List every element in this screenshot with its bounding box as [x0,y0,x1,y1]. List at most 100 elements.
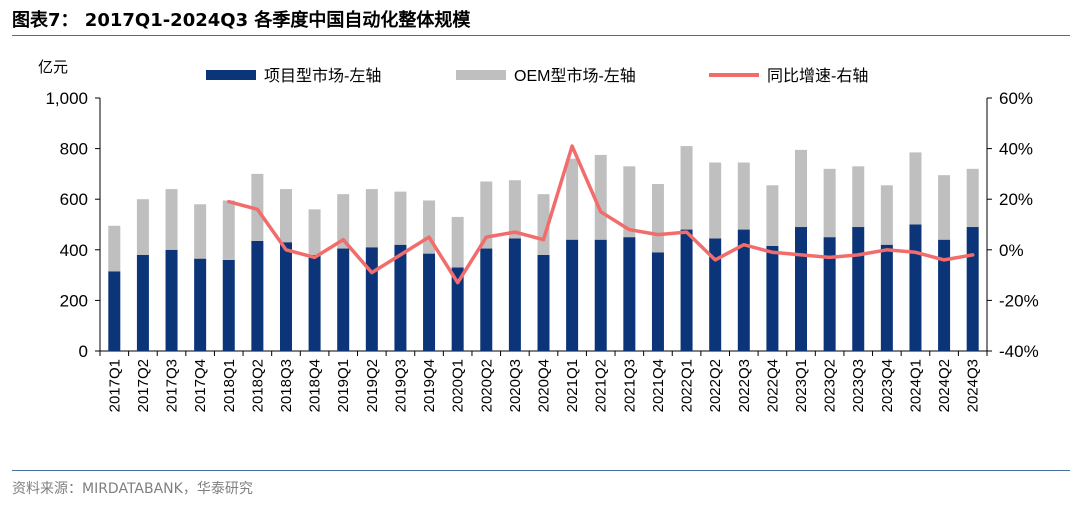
bar-oem-market [308,209,321,255]
bar-oem-market [823,168,836,238]
x-axis-tick-label: 2022Q4 [764,359,781,412]
bar-oem-market [222,200,235,260]
legend-swatch-project [206,70,256,80]
bar-oem-market [108,225,121,272]
bar-oem-market [365,189,378,248]
x-axis-tick-label: 2020Q4 [536,359,553,412]
x-axis-tick-label: 2023Q2 [822,359,839,412]
bar-project-market [365,247,378,351]
bar-oem-market [337,194,350,249]
x-axis-tick-label: 2017Q4 [192,359,209,412]
bar-oem-market [909,152,922,225]
bar-project-market [337,248,350,351]
x-axis-tick-label: 2018Q4 [307,359,324,412]
legend-swatch-oem [456,70,506,80]
bar-project-market [795,227,808,351]
x-axis-tick-label: 2022Q2 [707,359,724,412]
bar-project-market [194,258,207,351]
x-axis-tick-label: 2023Q3 [850,359,867,412]
source-divider [12,470,1070,471]
x-axis-tick-label: 2018Q1 [221,359,238,412]
bar-project-market [394,244,407,351]
left-axis-tick-label: 200 [60,291,88,310]
bar-project-market [480,248,493,351]
bar-oem-market [880,185,893,245]
left-axis-unit: 亿元 [38,59,68,76]
x-axis-tick-label: 2024Q3 [965,359,982,412]
x-axis-tick-label: 2017Q2 [135,359,152,412]
x-axis-tick-label: 2019Q2 [364,359,381,412]
legend-label-yoy: 同比增速-右轴 [767,67,868,85]
bar-project-market [909,224,922,351]
right-axis-tick-label: 20% [999,190,1033,209]
bar-oem-market [394,191,407,245]
x-axis-tick-label: 2023Q4 [879,359,896,412]
left-axis-tick-label: 400 [60,241,88,260]
bar-oem-market [623,166,636,238]
x-axis-tick-label: 2021Q4 [650,359,667,412]
bar-project-market [852,227,865,351]
bar-oem-market [966,168,979,228]
x-axis-tick-label: 2022Q1 [679,359,696,412]
bar-oem-market [594,154,607,240]
right-axis-tick-label: -20% [999,291,1039,310]
bar-oem-market [651,184,664,253]
figure-title: 图表7： 2017Q1-2024Q3 各季度中国自动化整体规模 [12,10,471,31]
bar-project-market [423,253,436,351]
bar-project-market [623,237,636,351]
bar-project-market [165,249,178,351]
left-axis-tick-label: 800 [60,140,88,159]
source-note: 资料来源：MIRDATABANK，华泰研究 [12,481,253,497]
x-axis-tick-label: 2019Q1 [335,359,352,412]
bar-oem-market [451,216,464,268]
x-axis-tick-label: 2017Q1 [106,359,123,412]
left-axis-tick-label: 1,000 [45,89,88,108]
bar-project-market [651,252,664,351]
right-axis-tick-label: 0% [999,241,1024,260]
bar-oem-market [680,146,693,230]
x-axis-tick-label: 2021Q2 [593,359,610,412]
bar-project-market [308,254,321,351]
bar-oem-market [795,149,808,228]
x-axis-tick-label: 2021Q1 [564,359,581,412]
bar-project-market [508,238,521,351]
bar-project-market [251,240,264,351]
legend-label-project: 项目型市场-左轴 [264,67,381,85]
bar-oem-market [766,185,779,247]
bar-project-market [136,254,149,351]
right-axis-tick-label: 60% [999,89,1033,108]
bar-project-market [966,227,979,351]
bar-project-market [566,239,579,351]
x-axis-tick-label: 2019Q4 [421,359,438,412]
bar-oem-market [136,199,149,255]
bar-project-market [938,239,951,351]
bar-project-market [108,271,121,351]
bar-project-market [594,239,607,351]
bar-oem-market [566,158,579,240]
x-axis-tick-label: 2024Q2 [936,359,953,412]
bar-project-market [709,238,722,351]
x-axis-tick-label: 2021Q3 [621,359,638,412]
x-axis-tick-label: 2020Q2 [478,359,495,412]
bar-project-market [451,267,464,351]
legend-label-oem: OEM型市场-左轴 [514,67,636,85]
x-axis-tick-label: 2022Q3 [736,359,753,412]
x-axis-tick-label: 2017Q3 [164,359,181,412]
bar-project-market [737,229,750,351]
x-axis-tick-label: 2024Q1 [907,359,924,412]
x-axis-tick-label: 2023Q1 [793,359,810,412]
x-axis-tick-label: 2019Q3 [392,359,409,412]
bar-project-market [279,242,292,351]
right-axis-tick-label: -40% [999,342,1039,361]
bar-oem-market [279,189,292,243]
x-axis-tick-label: 2018Q3 [278,359,295,412]
bar-oem-market [852,166,865,228]
bar-oem-market [737,162,750,230]
x-axis-tick-label: 2020Q3 [507,359,524,412]
left-axis-tick-label: 600 [60,190,88,209]
bar-project-market [880,244,893,351]
bar-oem-market [480,181,493,249]
line-yoy-growth [227,144,975,285]
x-axis-tick-label: 2018Q2 [249,359,266,412]
